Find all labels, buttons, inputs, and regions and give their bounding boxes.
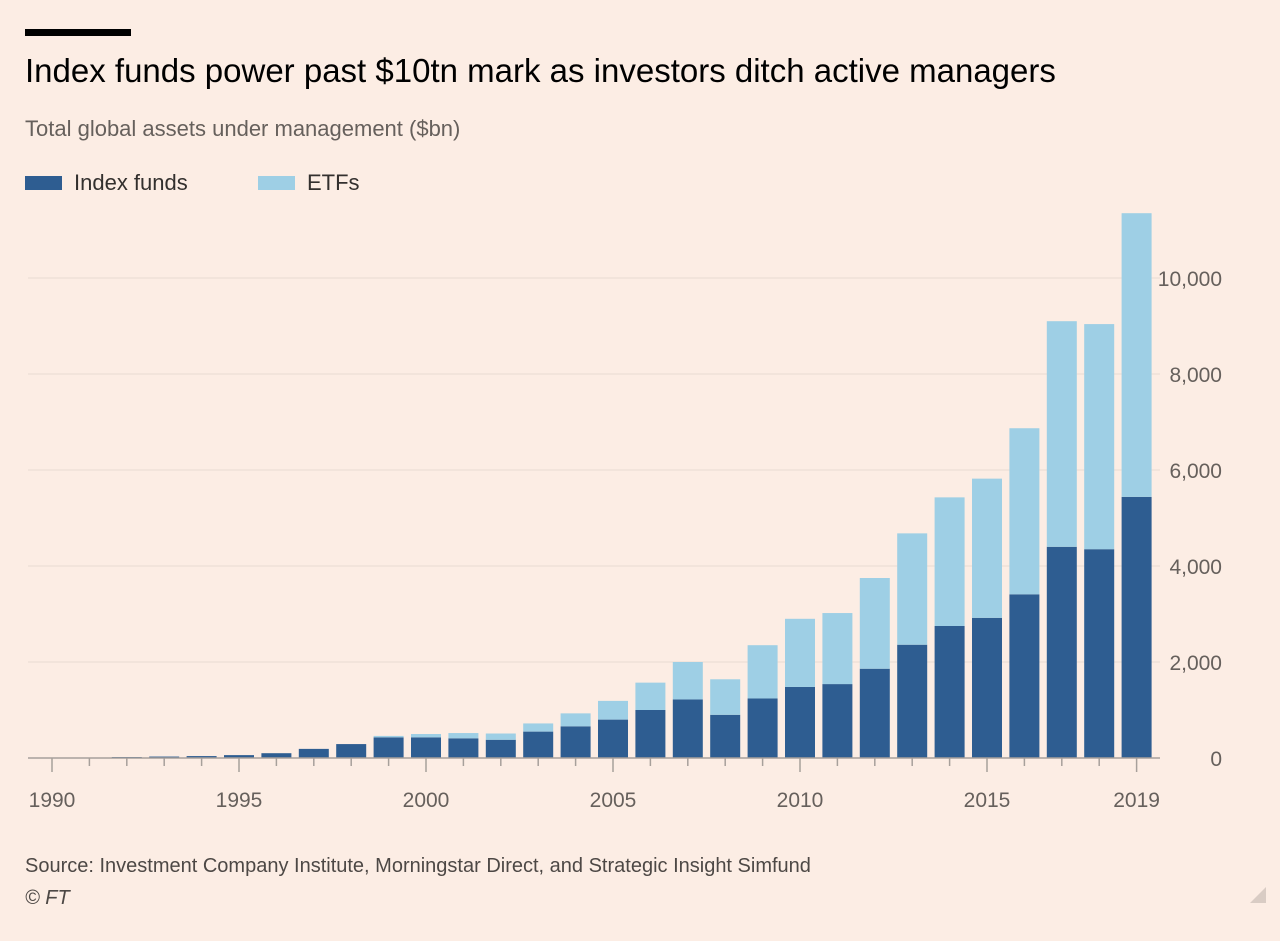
- bar-etfs-2013: [897, 533, 928, 645]
- gridlines: [28, 277, 1160, 663]
- axes: 0 2,000 4,000 6,000 8,000 10,000 1990 1995 2000 2…: [28, 268, 1222, 812]
- x-tick-label: 2019: [1113, 789, 1160, 812]
- bar-index-funds-2014: [934, 626, 965, 758]
- bar-index-funds-2012: [859, 668, 890, 758]
- bar-etfs-2017: [1046, 321, 1077, 547]
- bar-index-funds-2015: [972, 617, 1002, 758]
- resize-corner-icon: [1250, 887, 1266, 903]
- bar-index-funds-2008: [710, 714, 741, 758]
- legend-label-index-funds: Index funds: [74, 170, 188, 195]
- bar-etfs-2018: [1084, 324, 1115, 550]
- x-tick-label: 1995: [216, 789, 263, 812]
- bar-index-funds-1997: [298, 748, 329, 758]
- bar-etfs-2006: [635, 682, 666, 710]
- chart-title: Index funds power past $10tn mark as inv…: [25, 52, 1056, 89]
- bar-etfs-2015: [972, 478, 1002, 618]
- bar-index-funds-2004: [560, 726, 591, 758]
- legend-swatch-index-funds: [25, 176, 62, 190]
- bar-etfs-2000: [411, 734, 441, 738]
- bar-etfs-2004: [560, 713, 591, 727]
- bar-index-funds-2010: [785, 686, 815, 758]
- top-rule: [25, 29, 131, 36]
- bar-etfs-1999: [373, 735, 404, 738]
- y-tick-label: 2,000: [1169, 652, 1222, 675]
- bar-index-funds-2013: [897, 644, 928, 758]
- x-tick-label: 2015: [964, 789, 1011, 812]
- legend-swatch-etfs: [258, 176, 295, 190]
- x-tick-label: 2000: [403, 789, 450, 812]
- bar-index-funds-2003: [523, 731, 554, 758]
- bar-index-funds-2001: [448, 738, 479, 758]
- bar-etfs-2009: [747, 645, 778, 699]
- y-tick-label: 0: [1210, 748, 1222, 771]
- bar-index-funds-2019: [1121, 496, 1152, 758]
- bar-index-funds-1996: [261, 753, 292, 758]
- bar-etfs-2010: [785, 618, 815, 687]
- chart-subtitle: Total global assets under management ($b…: [25, 116, 461, 141]
- bar-index-funds-2000: [411, 737, 441, 758]
- bar-index-funds-2018: [1084, 549, 1115, 758]
- bar-index-funds-2011: [822, 684, 853, 758]
- bar-etfs-2001: [448, 733, 479, 739]
- bar-etfs-2002: [485, 733, 516, 740]
- bar-index-funds-2017: [1046, 546, 1077, 758]
- bar-index-funds-1994: [186, 756, 217, 758]
- stacked-bar-chart: 0 2,000 4,000 6,000 8,000 10,000 1990 1995 2000 2…: [28, 213, 1222, 812]
- legend-label-etfs: ETFs: [307, 170, 360, 195]
- y-tick-label: 8,000: [1169, 364, 1222, 387]
- bar-etfs-2011: [822, 613, 853, 685]
- bar-etfs-2016: [1009, 428, 1040, 595]
- bar-index-funds-1995: [224, 755, 254, 758]
- x-tick-label: 2005: [590, 789, 637, 812]
- credit-note: © FT: [25, 887, 70, 909]
- bar-etfs-2008: [710, 679, 741, 715]
- y-tick-label: 10,000: [1158, 268, 1222, 291]
- x-tick-label: 1990: [29, 789, 76, 812]
- bar-etfs-2014: [934, 497, 965, 626]
- bar-etfs-2019: [1121, 213, 1152, 497]
- y-tick-label: 6,000: [1169, 460, 1222, 483]
- bar-index-funds-1998: [336, 744, 367, 758]
- bar-index-funds-2006: [635, 710, 666, 758]
- bar-index-funds-1999: [373, 737, 404, 758]
- bar-etfs-2005: [598, 700, 628, 720]
- x-tick-label: 2010: [777, 789, 824, 812]
- bar-index-funds-2005: [598, 719, 628, 758]
- bar-etfs-2003: [523, 723, 554, 732]
- bar-etfs-2012: [859, 578, 890, 669]
- source-note: Source: Investment Company Institute, Mo…: [25, 855, 811, 877]
- bar-index-funds-2009: [747, 698, 778, 758]
- bar-etfs-2007: [672, 662, 703, 700]
- bar-index-funds-2016: [1009, 594, 1040, 758]
- bars: [37, 213, 1152, 758]
- bar-index-funds-2007: [672, 699, 703, 758]
- y-tick-label: 4,000: [1169, 556, 1222, 579]
- bar-index-funds-2002: [485, 739, 516, 758]
